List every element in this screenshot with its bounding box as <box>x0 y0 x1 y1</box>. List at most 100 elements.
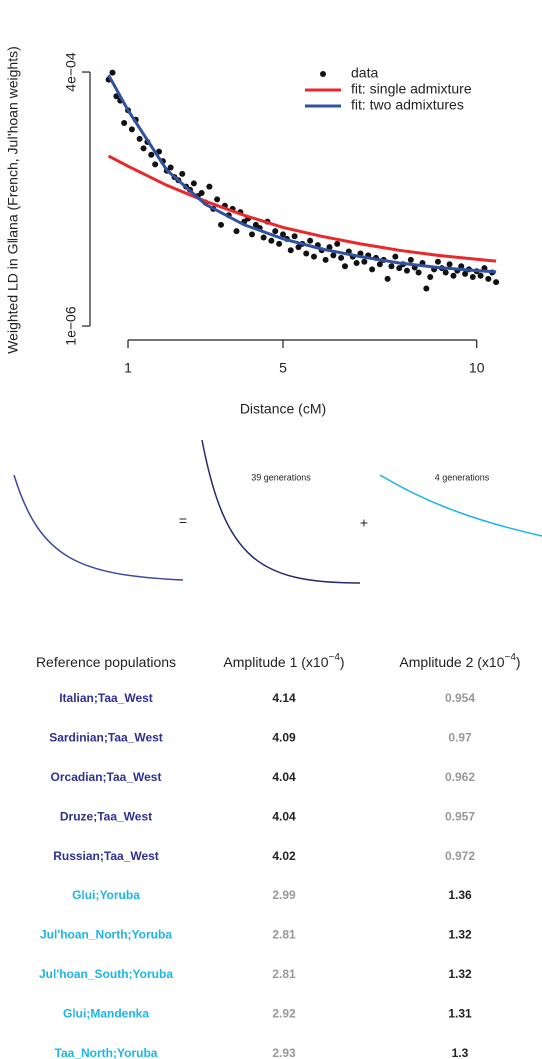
population-cell: Gǀui;Mandenka <box>63 1006 149 1020</box>
amplitude-cell: 0.97 <box>448 731 472 745</box>
population-cell: Sardinian;Taa_West <box>49 731 163 745</box>
plus-sign: + <box>360 515 368 531</box>
data-point <box>179 170 186 177</box>
data-point <box>272 228 279 235</box>
legend-label: fit: single admixture <box>351 81 472 97</box>
x-tick-label: 10 <box>469 360 485 376</box>
data-point <box>109 69 116 76</box>
population-cell: Juǀ'hoan_South;Yoruba <box>39 967 173 981</box>
amplitude-cell: 0.957 <box>445 809 475 823</box>
data-point <box>233 228 240 235</box>
amplitude-cell: 1.32 <box>448 967 472 981</box>
data-point <box>458 263 465 270</box>
data-point <box>434 258 441 265</box>
data-point <box>248 231 255 238</box>
legend-swatch <box>320 71 326 77</box>
data-point <box>407 256 414 263</box>
data-point <box>128 126 135 133</box>
amplitude-cell: 4.09 <box>272 731 296 745</box>
header-close: ) <box>340 654 345 670</box>
data-point <box>376 261 383 268</box>
x-tick-label: 1 <box>124 360 132 376</box>
data-point <box>384 275 391 282</box>
data-point <box>353 260 360 267</box>
y-tick-label: 4e−04 <box>63 52 79 92</box>
equals-sign: = <box>179 513 187 529</box>
data-point <box>310 253 317 260</box>
population-cell: Italian;Taa_West <box>59 691 153 705</box>
data-point <box>415 269 422 276</box>
amplitude-cell: 2.81 <box>272 928 296 942</box>
data-point <box>307 237 314 244</box>
amplitude-cell: 1.31 <box>448 1006 472 1020</box>
amplitude-cell: 4.04 <box>272 770 296 784</box>
data-point <box>369 266 376 273</box>
data-point <box>446 261 453 268</box>
legend-label: data <box>351 65 378 81</box>
data-point <box>287 247 294 254</box>
y-axis-title: Weighted LD in Gǁana (French, Juǀ'hoan w… <box>5 46 21 354</box>
amplitude-cell: 1.32 <box>448 928 472 942</box>
x-axis-title: Distance (cM) <box>240 401 326 417</box>
x-tick-label: 5 <box>279 360 287 376</box>
data-point <box>341 263 348 270</box>
amplitude-cell: 4.14 <box>272 691 296 705</box>
data-point <box>260 234 267 241</box>
data-point <box>485 275 492 282</box>
data-point <box>330 252 337 259</box>
data-point <box>442 269 449 276</box>
data-point <box>190 180 197 187</box>
data-point <box>462 270 469 277</box>
data-point <box>493 279 500 286</box>
header-close: ) <box>516 654 521 670</box>
data-point <box>214 196 221 203</box>
data-point <box>396 265 403 272</box>
y-tick-label: 1e−06 <box>63 306 79 346</box>
data-point <box>392 253 399 260</box>
data-point <box>268 237 275 244</box>
amplitude-cell: 1.3 <box>452 1046 469 1059</box>
data-point <box>427 274 434 281</box>
data-point <box>334 240 341 247</box>
population-cell: Gǀui;Yoruba <box>72 888 140 902</box>
data-point <box>338 254 345 261</box>
header-text: Amplitude 2 (x10 <box>399 654 504 670</box>
fit-line <box>107 74 497 274</box>
data-point <box>291 233 298 240</box>
amplitude-cell: 2.92 <box>272 1006 296 1020</box>
component-label: 39 generations <box>251 472 311 482</box>
population-cell: Taa_North;Yoruba <box>55 1046 158 1059</box>
data-point <box>361 258 368 265</box>
data-point <box>469 274 476 281</box>
header-exponent: −4 <box>328 652 340 663</box>
component-curve-2 <box>379 474 542 537</box>
population-cell: Juǀ'hoan_North;Yoruba <box>40 928 172 942</box>
header-text: Amplitude 1 (x10 <box>223 654 328 670</box>
data-point <box>206 183 213 190</box>
column-header: Reference populations <box>36 654 176 670</box>
header-text: Reference populations <box>36 654 176 670</box>
data-point <box>303 250 310 257</box>
data-point <box>218 221 225 228</box>
data-point <box>198 189 205 196</box>
amplitude-cell: 0.954 <box>445 691 475 705</box>
data-point <box>279 231 286 238</box>
data-point <box>403 267 410 274</box>
amplitude-cell: 2.99 <box>272 888 296 902</box>
header-exponent: −4 <box>504 652 516 663</box>
amplitude-cell: 0.972 <box>445 849 475 863</box>
data-point <box>477 272 484 279</box>
fit-line <box>107 154 497 263</box>
data-point <box>140 145 147 152</box>
data-point <box>167 164 174 171</box>
amplitude-cell: 1.36 <box>448 888 472 902</box>
data-point <box>121 119 128 126</box>
amplitude-cell: 2.81 <box>272 967 296 981</box>
component-curve-1 <box>201 439 361 584</box>
population-cell: Orcadian;Taa_West <box>51 770 162 784</box>
data-point <box>148 151 155 158</box>
column-header: Amplitude 2 (x10−4) <box>399 652 520 670</box>
data-point <box>276 240 283 247</box>
data-point <box>322 256 329 263</box>
